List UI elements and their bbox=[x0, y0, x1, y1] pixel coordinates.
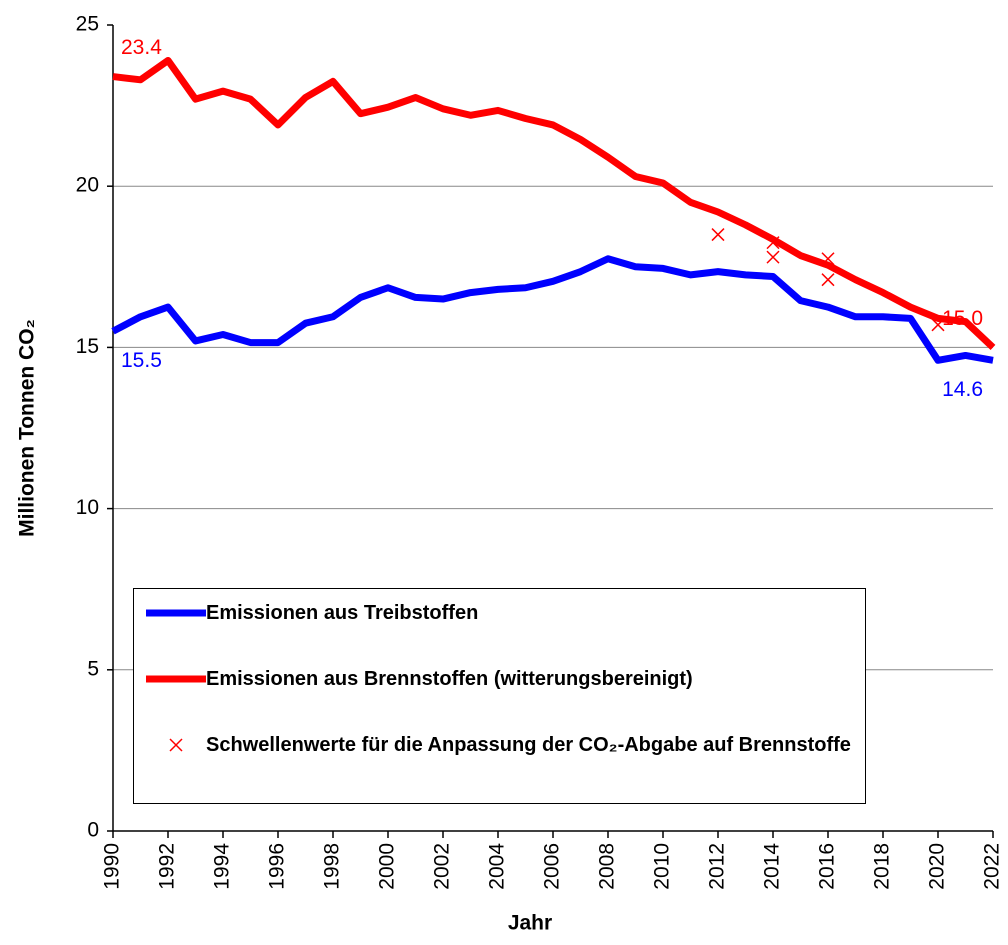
y-axis-title: Millionen Tonnen CO₂ bbox=[16, 319, 39, 537]
legend-label: Schwellenwerte für die Anpassung der CO₂… bbox=[206, 734, 851, 756]
y-tick-label: 10 bbox=[76, 496, 99, 519]
x-tick-label: 1994 bbox=[211, 843, 234, 890]
x-tick-label: 1996 bbox=[266, 843, 289, 890]
scatter-marker bbox=[766, 250, 780, 264]
x-tick-label: 2018 bbox=[871, 843, 894, 890]
legend-swatch bbox=[146, 675, 206, 683]
x-tick-label: 2020 bbox=[926, 843, 949, 890]
data-label: 15.5 bbox=[121, 349, 162, 372]
y-tick-label: 5 bbox=[87, 657, 99, 680]
legend-marker bbox=[169, 738, 183, 752]
y-tick-label: 0 bbox=[87, 819, 99, 842]
data-label: 15.0 bbox=[942, 307, 983, 330]
data-label: 23.4 bbox=[121, 36, 162, 59]
data-label: 14.6 bbox=[942, 378, 983, 401]
x-tick-label: 1990 bbox=[101, 843, 124, 890]
legend-swatch bbox=[169, 738, 183, 752]
scatter-marker bbox=[821, 273, 835, 287]
x-tick-label: 2022 bbox=[981, 843, 1004, 890]
scatter-marker bbox=[711, 228, 725, 242]
scatter-marker bbox=[821, 252, 835, 266]
x-tick-label: 1998 bbox=[321, 843, 344, 890]
scatter-marker bbox=[766, 236, 780, 250]
line bbox=[112, 56, 996, 350]
x-tick-label: 2004 bbox=[486, 843, 509, 890]
line bbox=[111, 255, 994, 364]
legend: Emissionen aus Treibstoffen Emissionen au… bbox=[133, 588, 866, 804]
legend-label: Emissionen aus Brennstoffen (witterungsb… bbox=[206, 668, 693, 690]
x-tick-label: 1992 bbox=[156, 843, 179, 890]
scatter-marker bbox=[931, 318, 945, 332]
x-tick-label: 2002 bbox=[431, 843, 454, 890]
x-tick-label: 2006 bbox=[541, 843, 564, 890]
y-tick-label: 20 bbox=[76, 174, 99, 197]
legend-swatch bbox=[146, 609, 206, 617]
x-tick-label: 2008 bbox=[596, 843, 619, 890]
x-tick-label: 2012 bbox=[706, 843, 729, 890]
x-tick-label: 2014 bbox=[761, 843, 784, 890]
y-tick-label: 15 bbox=[76, 335, 99, 358]
y-tick-label: 25 bbox=[76, 13, 99, 36]
x-tick-label: 2016 bbox=[816, 843, 839, 890]
x-axis-title: Jahr bbox=[508, 912, 552, 935]
legend-label: Emissionen aus Treibstoffen bbox=[206, 602, 479, 624]
x-tick-label: 2010 bbox=[651, 843, 674, 890]
x-tick-label: 2000 bbox=[376, 843, 399, 890]
